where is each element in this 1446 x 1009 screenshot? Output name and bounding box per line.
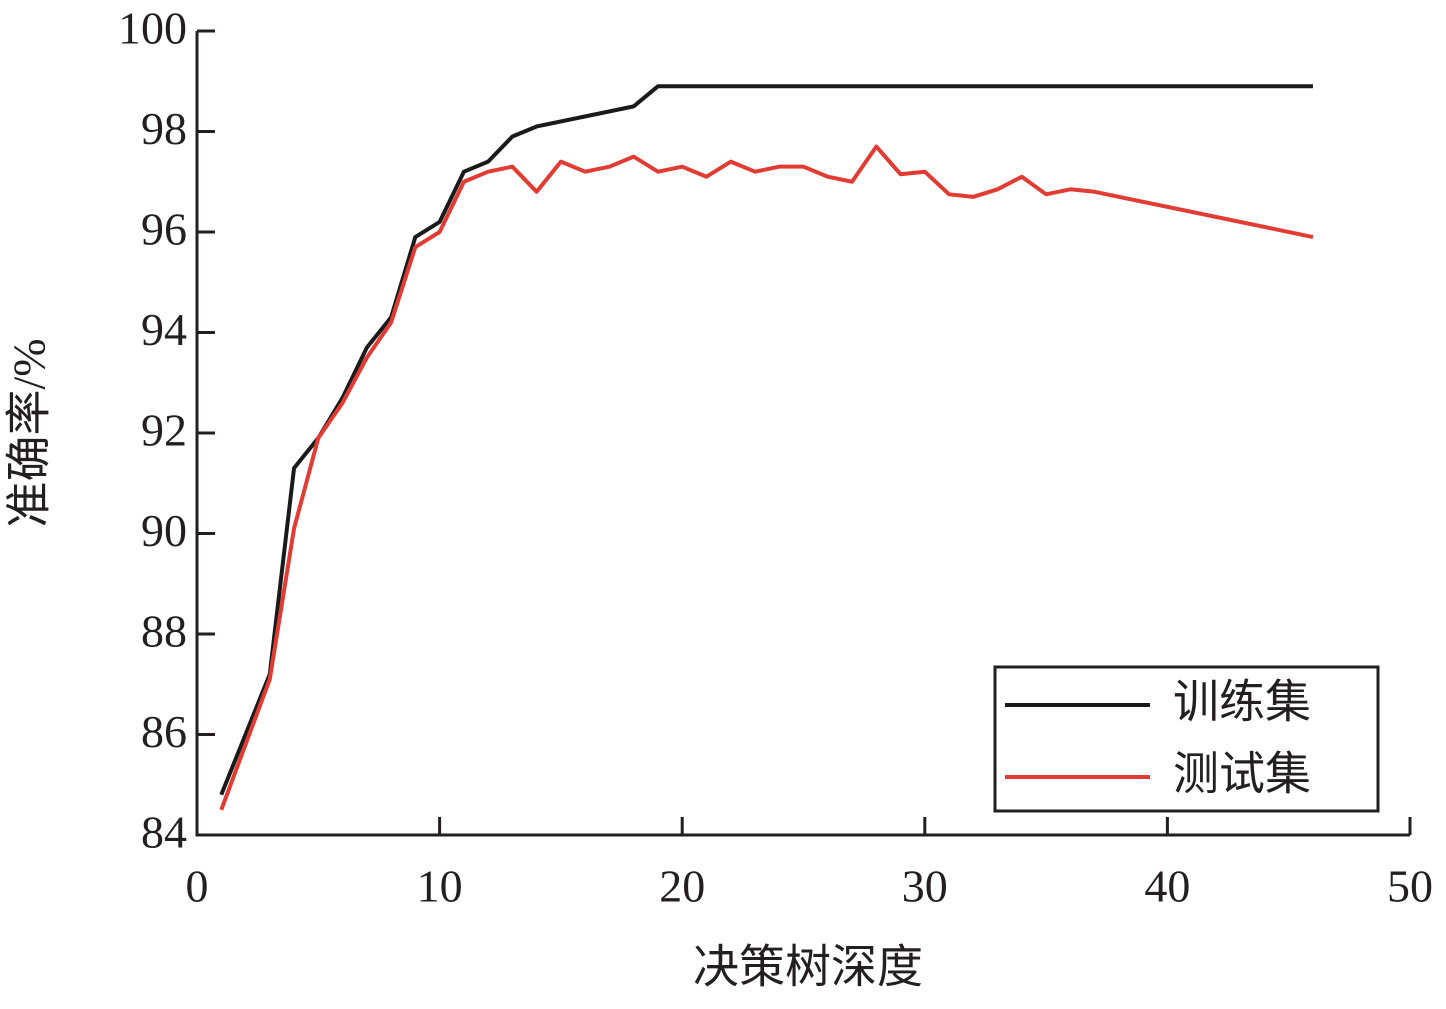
- x-tick-label: 0: [186, 861, 209, 912]
- x-tick-label: 50: [1387, 861, 1433, 912]
- y-axis-label: 准确率/%: [4, 338, 55, 527]
- x-axis-label: 决策树深度: [693, 942, 923, 993]
- x-tick-label: 10: [417, 861, 463, 912]
- legend-label: 训练集: [1173, 677, 1311, 728]
- y-tick-label: 98: [141, 103, 187, 154]
- y-tick-label: 88: [141, 606, 187, 657]
- y-tick-label: 96: [141, 204, 187, 255]
- y-tick-label: 92: [141, 405, 187, 456]
- y-tick-label: 84: [141, 807, 187, 858]
- y-tick-label: 86: [141, 706, 187, 757]
- y-tick-label: 90: [141, 505, 187, 556]
- legend-label: 测试集: [1173, 749, 1311, 800]
- legend-box: [993, 665, 1380, 813]
- x-tick-label: 30: [902, 861, 948, 912]
- x-tick-label: 40: [1144, 861, 1190, 912]
- series-line: [219, 144, 1314, 811]
- series-line: [219, 84, 1313, 796]
- y-tick-label: 100: [118, 3, 187, 54]
- y-tick-label: 94: [141, 304, 187, 355]
- x-tick-label: 20: [659, 861, 705, 912]
